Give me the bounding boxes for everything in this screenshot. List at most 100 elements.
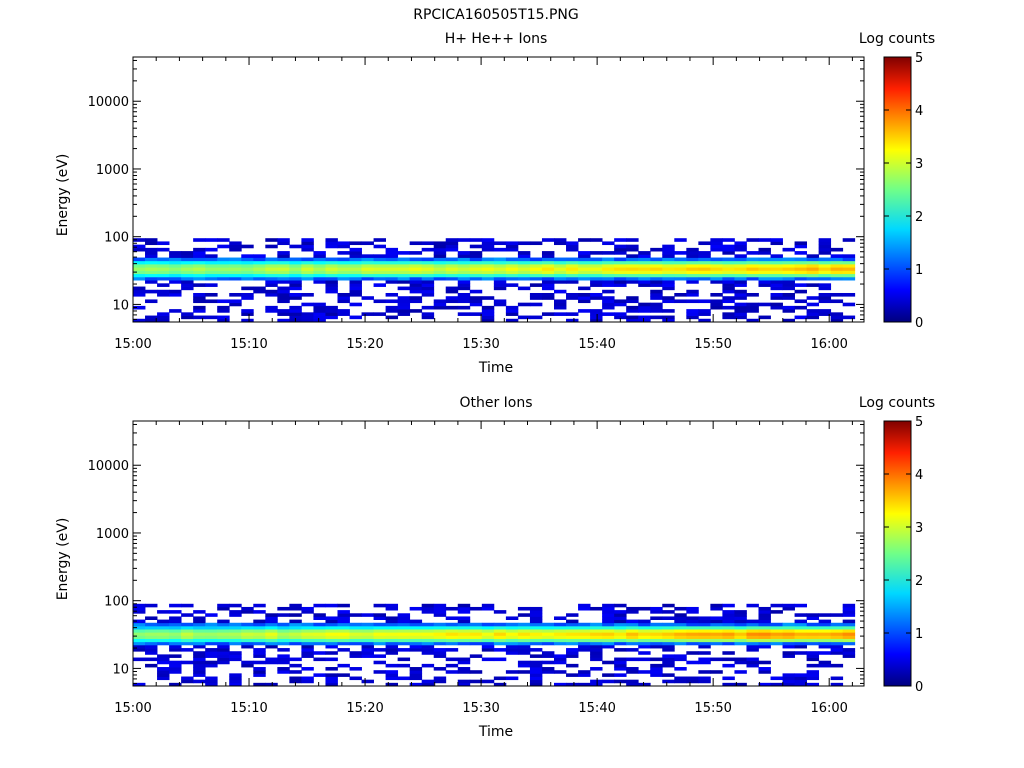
heatmap-cell [445,657,459,662]
heatmap-cell [253,651,266,655]
heatmap-cell [710,670,723,674]
heatmap-cell [842,292,856,297]
heatmap-cell [409,606,423,611]
heatmap-cell [698,679,711,684]
heatmap-cell [433,270,447,275]
heatmap-cell [229,270,242,275]
heatmap-cell [313,632,326,636]
heatmap-cell [253,286,266,291]
heatmap-cell [794,619,807,624]
heatmap-cell [650,644,663,649]
heatmap-cell [433,622,447,627]
heatmap-cell [409,296,423,300]
heatmap-cell [505,670,519,674]
heatmap-cell [770,292,783,297]
heatmap-cell [169,654,182,658]
heatmap-cell [361,679,374,684]
heatmap-cell [554,299,567,304]
heatmap-cell [638,283,651,287]
heatmap-cell [842,606,856,611]
heatmap-cell [638,670,651,674]
heatmap-cell [566,622,579,627]
heatmap-cell [638,270,651,275]
heatmap-cell [205,676,218,681]
heatmap-cell [541,625,555,630]
heatmap-cell [505,263,519,268]
heatmap-cell [253,648,266,652]
heatmap-cell [686,309,699,313]
heatmap-cell [554,267,567,271]
heatmap-cell [722,263,735,268]
heatmap-cell [409,299,423,304]
heatmap-cell [205,270,218,275]
heatmap-cell [433,667,447,671]
heatmap-cell [133,632,146,636]
heatmap-cell [505,257,519,262]
y-tick-label: 10 [112,298,129,313]
heatmap-cell [626,260,639,265]
heatmap-cell [554,305,567,310]
heatmap-cell [782,644,795,649]
heatmap-cell [169,632,182,636]
heatmap-cell [445,247,459,252]
heatmap-cell [493,638,507,643]
heatmap-cell [578,257,591,262]
heatmap-cell [770,296,783,300]
heatmap-cell [794,315,807,320]
heatmap-cell [566,641,579,646]
heatmap-cell [181,257,194,262]
heatmap-cell [517,651,531,655]
heatmap-cell [133,318,146,323]
heatmap-cell [662,610,675,614]
heatmap-cell [662,622,675,627]
heatmap-cell [133,247,146,252]
heatmap-cell [337,244,350,249]
heatmap-cell [746,302,759,307]
heatmap-cell [325,305,338,310]
heatmap-cell [602,267,615,271]
heatmap-cell [325,651,338,655]
heatmap-cell [638,629,651,633]
heatmap-cell [469,254,483,258]
heatmap-cell [169,263,182,268]
heatmap-cell [710,270,723,275]
heatmap-cell [722,273,735,278]
heatmap-cell [469,629,483,633]
heatmap-cell [590,280,603,284]
heatmap-cell [626,667,639,671]
heatmap-cell [277,276,290,281]
heatmap-cell [445,296,459,300]
heatmap-cell [385,663,399,668]
heatmap-cell [205,663,218,668]
heatmap-cell [277,292,290,297]
heatmap-cell [782,305,795,310]
heatmap-cell [253,670,266,674]
heatmap-cell [698,318,711,323]
heatmap-cell [770,610,783,614]
heatmap-cell [686,622,699,627]
heatmap-cell [794,613,807,617]
heatmap-cell [734,625,747,630]
heatmap-cell [842,648,856,652]
heatmap-cell [469,238,483,242]
heatmap-cell [409,682,423,687]
x-tick-label: 15:00 [114,337,151,352]
heatmap-cell [758,315,771,320]
heatmap-cell [373,629,386,633]
heatmap-cell [842,273,856,278]
heatmap-cell [133,305,146,310]
heatmap-cell [554,238,567,242]
heatmap-cell [145,263,158,268]
heatmap-cell [782,263,795,268]
heatmap-cell [602,606,615,611]
heatmap-cell [205,638,218,643]
heatmap-cell [421,305,435,310]
heatmap-cell [590,292,603,297]
heatmap-cell [818,622,832,627]
heatmap-cell [337,267,350,271]
heatmap-cell [830,315,844,320]
heatmap-cell [169,619,182,624]
heatmap-cell [481,270,495,275]
heatmap-cell [493,632,507,636]
heatmap-cell [421,273,435,278]
